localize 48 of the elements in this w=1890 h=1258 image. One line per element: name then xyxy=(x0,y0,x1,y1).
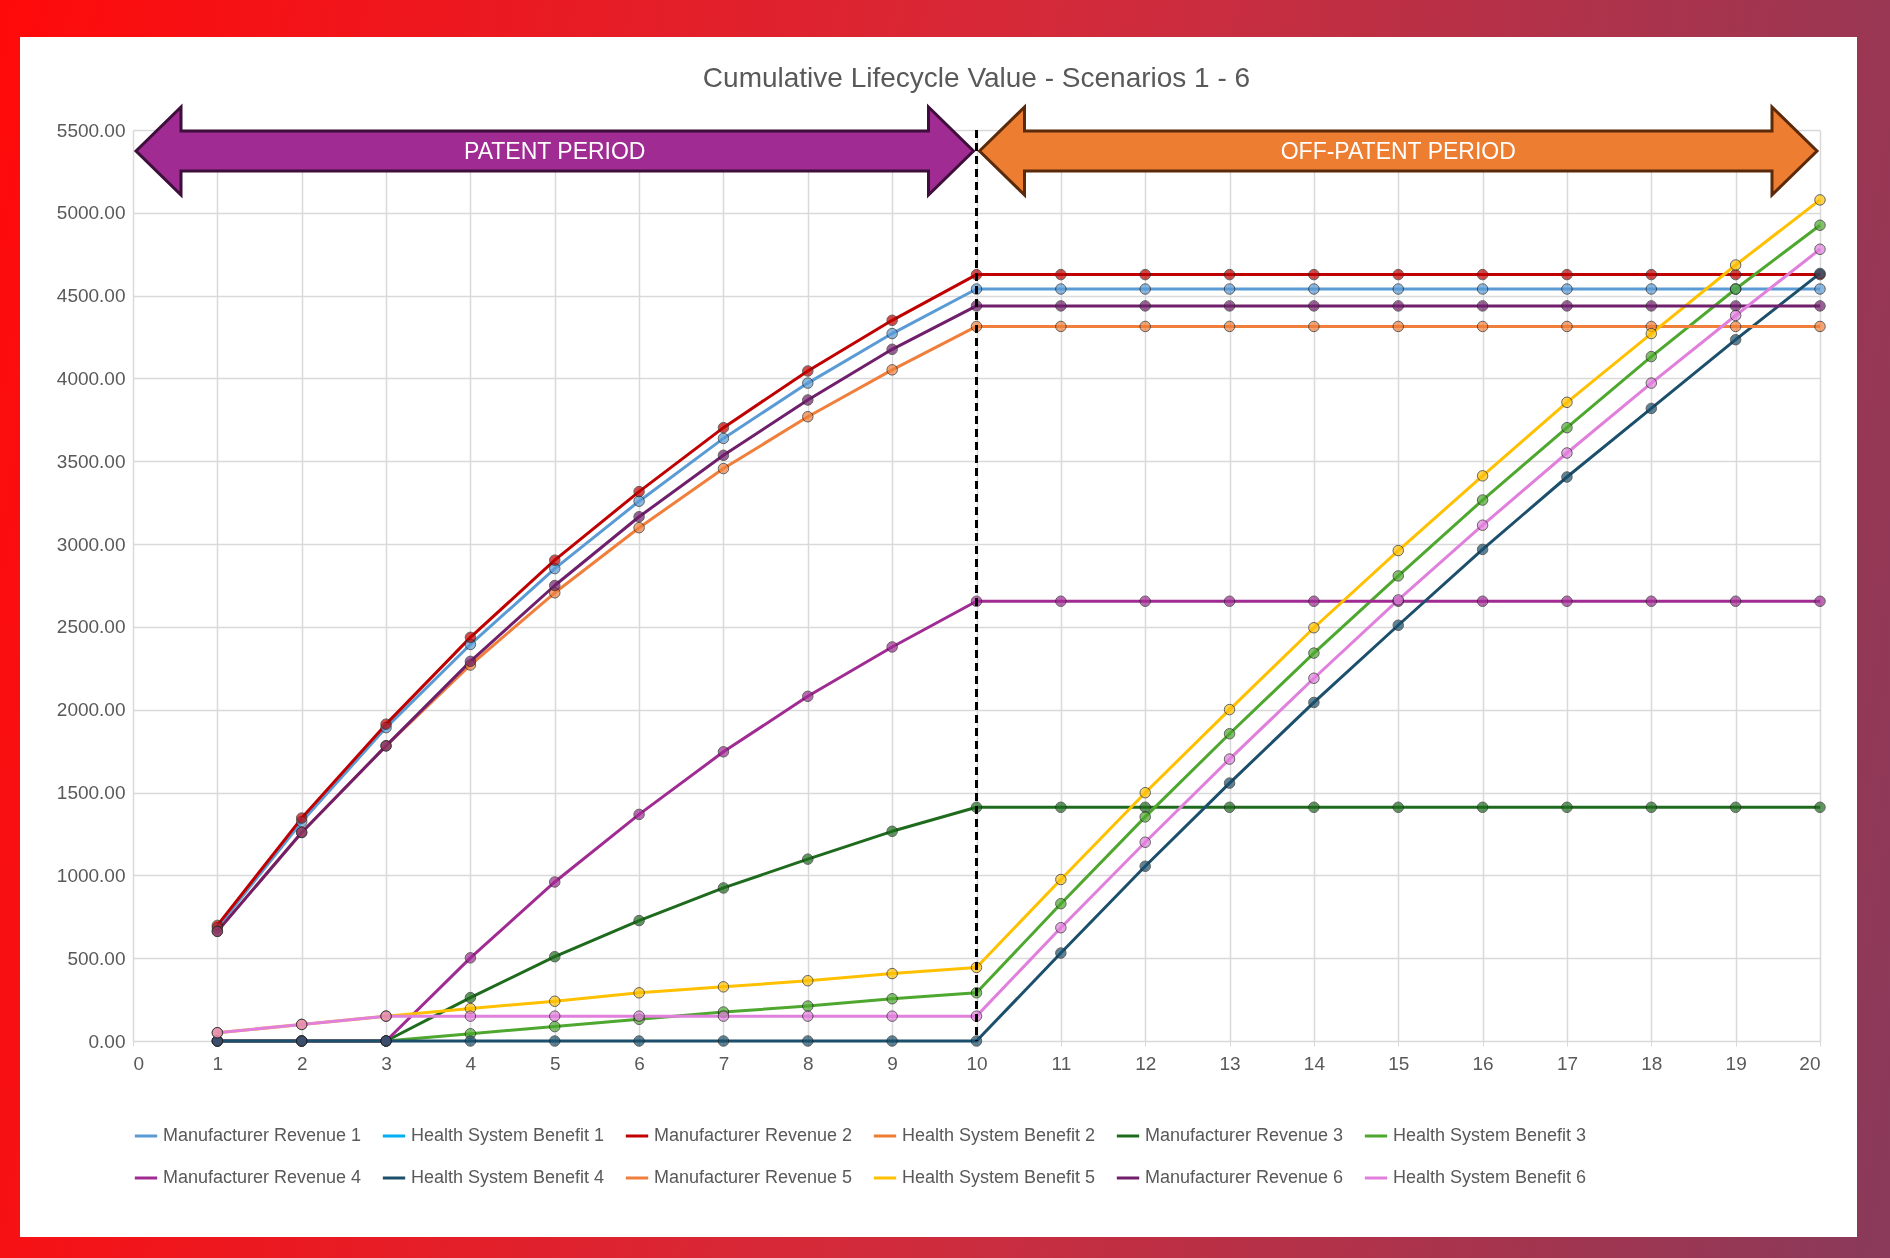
x-tick-label: 20 xyxy=(1799,1052,1821,1074)
x-tick-label: 3 xyxy=(381,1052,392,1074)
legend-label: Manufacturer Revenue 5 xyxy=(654,1167,853,1187)
y-tick-label: 2500.00 xyxy=(56,616,126,638)
legend-label: Health System Benefit 3 xyxy=(1393,1125,1587,1145)
x-tick-label: 15 xyxy=(1388,1052,1410,1074)
legend-label: Health System Benefit 4 xyxy=(411,1167,605,1187)
legend-label: Manufacturer Revenue 3 xyxy=(1145,1125,1344,1145)
x-tick-label: 16 xyxy=(1472,1052,1494,1074)
y-tick-label: 3000.00 xyxy=(56,533,126,555)
legend-label: Health System Benefit 2 xyxy=(902,1125,1096,1145)
x-tick-label: 0 xyxy=(133,1052,145,1074)
annotation: PATENT PERIOD xyxy=(464,138,646,164)
x-tick-label: 6 xyxy=(634,1052,645,1074)
x-tick-label: 11 xyxy=(1051,1052,1072,1074)
x-tick-label: 10 xyxy=(966,1052,988,1074)
y-tick-label: 5000.00 xyxy=(56,202,126,224)
y-tick-label: 0.00 xyxy=(88,1030,126,1052)
x-tick-label: 5 xyxy=(549,1052,561,1074)
x-tick-label: 8 xyxy=(803,1052,814,1074)
y-tick-label: 2000.00 xyxy=(56,699,126,721)
y-tick-label: 5500.00 xyxy=(56,119,126,141)
y-tick-label: 3500.00 xyxy=(56,450,126,472)
x-tick-label: 13 xyxy=(1219,1052,1241,1074)
y-tick-label: 4500.00 xyxy=(56,285,126,307)
y-tick-label: 1500.00 xyxy=(56,782,126,804)
x-tick-label: 17 xyxy=(1556,1052,1579,1074)
x-tick-label: 12 xyxy=(1135,1052,1157,1074)
x-tick-label: 18 xyxy=(1641,1052,1663,1074)
x-tick-label: 2 xyxy=(296,1052,308,1074)
legend-label: Manufacturer Revenue 2 xyxy=(654,1125,853,1145)
x-tick-label: 19 xyxy=(1725,1052,1747,1074)
annotation: OFF-PATENT PERIOD xyxy=(1280,138,1516,164)
chart-title: Cumulative Lifecycle Value - Scenarios 1 - 6 xyxy=(702,62,1251,93)
legend-label: Health System Benefit 5 xyxy=(902,1167,1096,1187)
legend-label: Health System Benefit 6 xyxy=(1393,1167,1587,1187)
y-tick-label: 4000.00 xyxy=(56,367,126,389)
x-tick-label: 4 xyxy=(465,1052,477,1074)
x-tick-label: 9 xyxy=(887,1052,898,1074)
legend-label: Manufacturer Revenue 4 xyxy=(163,1167,362,1187)
x-tick-label: 1 xyxy=(212,1052,224,1074)
x-tick-label: 14 xyxy=(1303,1052,1326,1074)
y-tick-label: 500.00 xyxy=(67,947,126,969)
legend-label: Manufacturer Revenue 1 xyxy=(163,1125,362,1145)
legend-label: Health System Benefit 1 xyxy=(411,1125,605,1145)
y-tick-label: 1000.00 xyxy=(56,864,126,886)
x-tick-label: 7 xyxy=(718,1052,730,1074)
legend-label: Manufacturer Revenue 6 xyxy=(1145,1167,1344,1187)
